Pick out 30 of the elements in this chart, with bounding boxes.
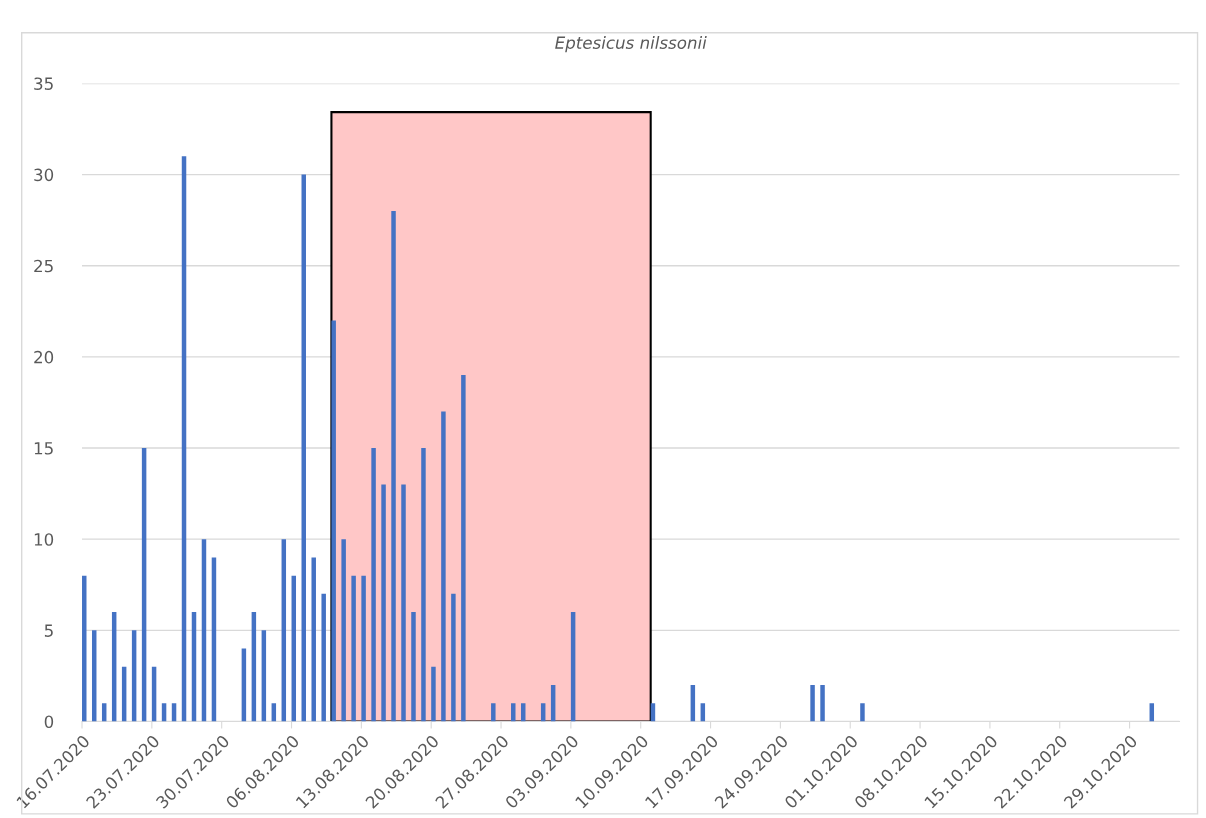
bar — [461, 375, 466, 722]
bar — [820, 685, 825, 722]
bar — [441, 411, 446, 722]
bar — [381, 484, 386, 722]
y-tick-label: 0 — [44, 715, 54, 729]
y-tick-label: 15 — [34, 442, 53, 455]
bar — [321, 593, 326, 722]
bar — [401, 484, 406, 722]
bar — [810, 685, 815, 722]
y-tick-label: 5 — [44, 624, 53, 637]
bar — [361, 575, 366, 722]
y-tick-label: 10 — [34, 533, 54, 546]
bar — [411, 612, 416, 722]
bar — [311, 557, 316, 722]
y-tick-label: 20 — [34, 350, 54, 364]
bar — [391, 211, 396, 722]
bar — [421, 448, 426, 722]
y-tick-label: 25 — [34, 259, 53, 273]
bar — [860, 703, 865, 722]
bar — [331, 320, 336, 722]
bar — [491, 703, 496, 722]
y-tick-label: 30 — [34, 168, 54, 182]
bar — [431, 666, 436, 722]
bar — [451, 593, 456, 722]
y-tick-label: 35 — [34, 77, 53, 91]
bar — [341, 539, 346, 722]
chart-title: Eptesicus nilssonii — [555, 36, 707, 53]
bar — [511, 703, 516, 722]
bar — [351, 575, 356, 722]
bar — [371, 448, 376, 722]
